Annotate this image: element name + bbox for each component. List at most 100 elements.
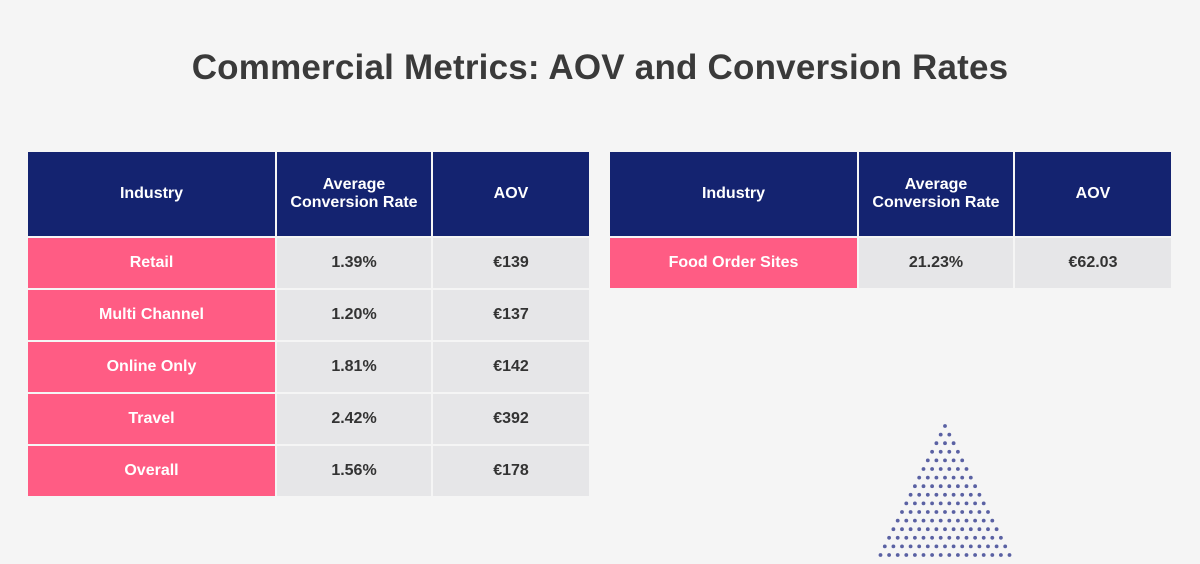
decor-dot xyxy=(956,449,960,454)
decor-dot xyxy=(938,553,943,557)
decor-dot xyxy=(938,535,943,540)
decor-dot xyxy=(964,535,969,540)
decor-dot xyxy=(913,484,917,489)
industry-cell: Online Only xyxy=(28,340,276,393)
decor-dot xyxy=(951,458,956,463)
decor-dot xyxy=(943,544,947,549)
conversion-rate-cell: 1.56% xyxy=(275,444,432,496)
decor-dot xyxy=(921,535,926,540)
decor-dot xyxy=(930,484,934,489)
conversion-rate-cell: 1.81% xyxy=(275,340,432,393)
decor-dot xyxy=(887,553,891,557)
table-row: Overall 1.56% €178 xyxy=(28,444,589,496)
decor-dot xyxy=(925,492,930,497)
decor-dot xyxy=(977,510,982,514)
aov-cell: €137 xyxy=(431,288,589,341)
table-row: Food Order Sites 21.23% €62.03 xyxy=(610,236,1171,288)
decor-dot xyxy=(973,484,977,489)
decor-dot xyxy=(900,527,904,532)
table-row: Retail 1.39% €139 xyxy=(28,236,589,289)
decor-dot xyxy=(964,501,969,506)
decor-dot xyxy=(1003,544,1008,549)
industry-cell: Overall xyxy=(28,444,276,496)
decor-dot xyxy=(990,553,995,557)
dotted-triangle-decoration xyxy=(878,424,1012,557)
decor-dot xyxy=(900,544,904,549)
decor-dot xyxy=(956,501,960,506)
conversion-rate-cell: 1.39% xyxy=(275,236,432,289)
decor-dot xyxy=(895,518,900,523)
decor-dot xyxy=(947,484,952,489)
decor-dot xyxy=(947,535,952,540)
decor-dot xyxy=(938,518,943,523)
decor-dot xyxy=(943,527,947,532)
decor-dot xyxy=(921,501,926,506)
decor-dot xyxy=(925,510,930,514)
aov-cell: €139 xyxy=(431,236,589,289)
decor-dot xyxy=(964,467,969,471)
decor-dot xyxy=(990,535,995,540)
industry-cell: Multi Channel xyxy=(28,288,276,341)
header-conversion-rate: Average Conversion Rate xyxy=(857,152,1014,237)
header-aov: AOV xyxy=(1013,152,1171,237)
decor-dot xyxy=(925,544,930,549)
decor-dot xyxy=(925,527,930,532)
decor-dot xyxy=(943,424,947,428)
decor-dot xyxy=(973,501,977,506)
decor-dot xyxy=(977,527,982,532)
decor-dot xyxy=(943,441,947,446)
aov-cell: €62.03 xyxy=(1013,236,1171,288)
decor-dot xyxy=(973,518,977,523)
decor-dot xyxy=(977,544,982,549)
decor-dot xyxy=(934,441,939,446)
decor-dot xyxy=(921,484,926,489)
header-aov: AOV xyxy=(431,152,589,237)
aov-cell: €142 xyxy=(431,340,589,393)
decor-dot xyxy=(882,544,887,549)
decor-dot xyxy=(917,475,922,480)
decor-dot xyxy=(930,467,934,471)
decor-dot xyxy=(973,535,977,540)
decor-dot xyxy=(968,475,973,480)
decor-dot xyxy=(960,475,965,480)
table-row: Multi Channel 1.20% €137 xyxy=(28,288,589,341)
decor-dot xyxy=(951,492,956,497)
decor-dot xyxy=(956,553,960,557)
decor-dot xyxy=(947,501,952,506)
decor-dot xyxy=(981,501,986,506)
decor-dot xyxy=(947,467,952,471)
decor-dot xyxy=(981,518,986,523)
table-row: Online Only 1.81% €142 xyxy=(28,340,589,393)
table-header-row: Industry Average Conversion Rate AOV xyxy=(28,152,589,237)
decor-dot xyxy=(994,527,999,532)
aov-cell: €178 xyxy=(431,444,589,496)
decor-dot xyxy=(913,501,917,506)
decor-dot xyxy=(947,553,952,557)
decor-dot xyxy=(973,553,977,557)
decor-dot xyxy=(904,553,909,557)
table-row: Travel 2.42% €392 xyxy=(28,392,589,445)
decor-dot xyxy=(947,449,952,454)
decor-dot xyxy=(925,458,930,463)
decor-dot xyxy=(930,553,934,557)
decor-dot xyxy=(887,535,891,540)
aov-cell: €392 xyxy=(431,392,589,445)
decor-dot xyxy=(930,501,934,506)
decor-dot xyxy=(964,553,969,557)
header-conversion-rate: Average Conversion Rate xyxy=(275,152,432,237)
decor-dot xyxy=(908,527,913,532)
decor-dot xyxy=(964,484,969,489)
decor-dot xyxy=(908,492,913,497)
decor-dot xyxy=(968,510,973,514)
decor-dot xyxy=(934,475,939,480)
decor-dot xyxy=(1007,553,1012,557)
decor-dot xyxy=(986,510,990,514)
conversion-rate-cell: 21.23% xyxy=(857,236,1014,288)
decor-dot xyxy=(968,492,973,497)
decor-dot xyxy=(930,535,934,540)
page-title: Commercial Metrics: AOV and Conversion R… xyxy=(191,48,1009,87)
decor-dot xyxy=(913,535,917,540)
decor-dot xyxy=(999,553,1003,557)
decor-dot xyxy=(956,535,960,540)
decor-dot xyxy=(960,510,965,514)
